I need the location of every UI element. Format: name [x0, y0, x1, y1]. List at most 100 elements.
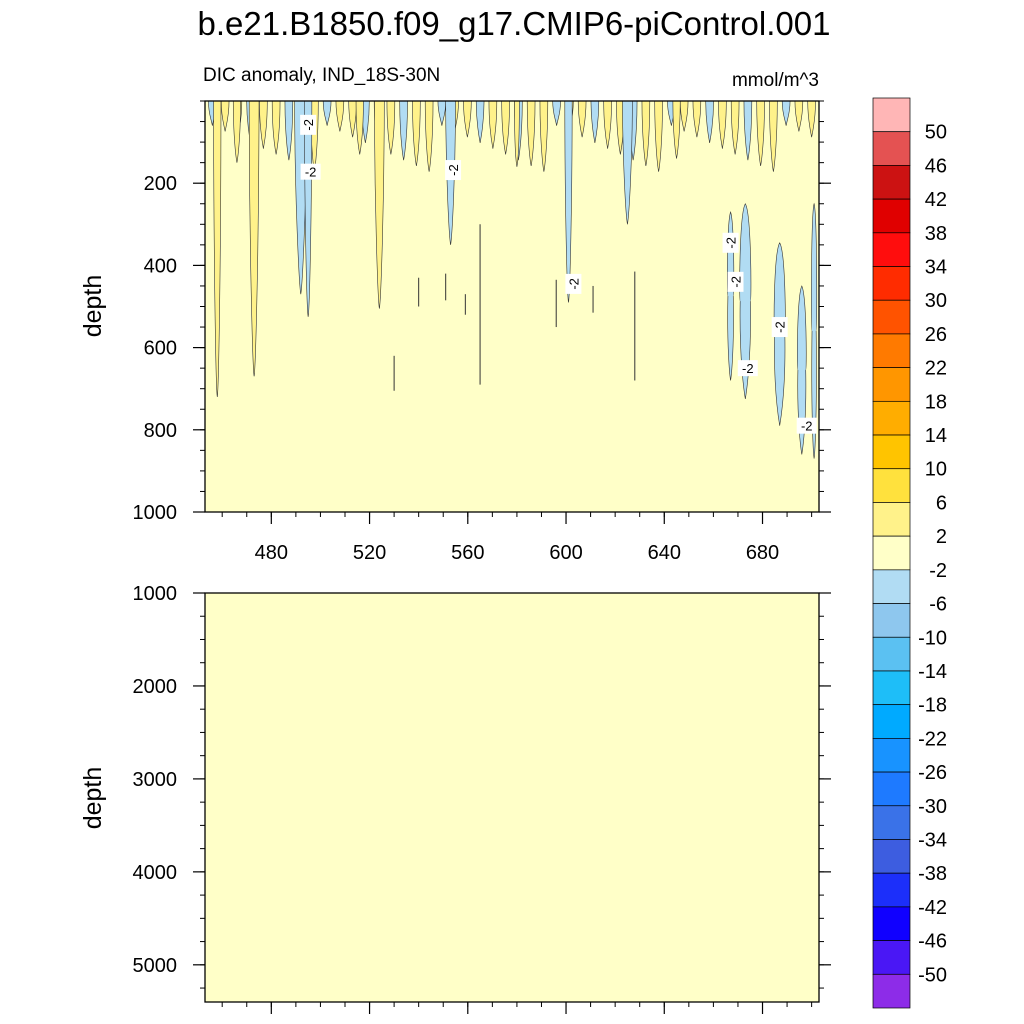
contour-fill-surface	[641, 100, 651, 166]
colorbar-level-label: -42	[918, 897, 947, 919]
colorbar-level-label: 34	[925, 257, 947, 279]
contour-label-text: -2	[742, 361, 754, 376]
colorbar-level-label: -30	[918, 796, 947, 818]
contour-fill-surface	[424, 100, 434, 172]
colorbar-level-label: -46	[918, 931, 947, 953]
colorbar-swatch	[872, 266, 911, 301]
x-tick-label: 520	[353, 542, 386, 564]
colorbar-swatch	[872, 468, 911, 503]
colorbar-swatch	[872, 97, 911, 133]
contour-fill-yellow-deep	[248, 100, 260, 377]
contour-fill-yellow-deep	[374, 100, 385, 309]
x-tick-label: 560	[451, 542, 484, 564]
contour-label: -2	[722, 232, 739, 253]
contour-fill-surface	[386, 100, 396, 155]
colorbar-level-label: -38	[918, 863, 947, 885]
contour-label: -2	[565, 273, 582, 294]
contour-fill-blue	[622, 100, 633, 225]
contour-fill-surface	[769, 100, 778, 172]
x-tick-label: 480	[255, 542, 288, 564]
contour-label-text: -2	[773, 321, 788, 333]
upper-contour-labels: -2 -2 -2 -2 -2 -2 -2 -2 -2	[300, 114, 817, 434]
contour-fill-blue-deep	[304, 100, 313, 317]
contour-fill-surface	[475, 100, 485, 143]
contour-fill-surface	[794, 100, 804, 132]
contour-label: -2	[300, 114, 317, 135]
x-tick-label: 600	[549, 542, 582, 564]
contour-label-text: -2	[305, 165, 317, 180]
y-tick-label: 200	[144, 173, 177, 195]
lower-ylabel: depth	[79, 767, 107, 830]
contour-fill-surface	[807, 100, 816, 138]
contour-fill-surface	[692, 100, 702, 138]
colorbar-swatch	[872, 738, 911, 773]
colorbar-swatch	[872, 670, 911, 706]
x-tick-label: 680	[746, 542, 779, 564]
y-tick-label: 2000	[133, 676, 178, 698]
colorbar-level-label: 30	[925, 290, 947, 312]
colorbar-level-label: 10	[925, 459, 947, 481]
colorbar-swatch	[872, 434, 911, 470]
colorbar-level-label: 46	[925, 155, 947, 177]
contour-fill-surface	[552, 100, 561, 126]
y-tick-label: 3000	[133, 769, 178, 791]
colorbar-level-label: -6	[929, 594, 947, 616]
contour-fill-surface	[220, 100, 230, 132]
contour-label: -2	[727, 271, 744, 292]
colorbar-level-label: -14	[918, 661, 947, 683]
upper-ylabel: depth	[79, 275, 107, 338]
colorbar-level-label: 22	[925, 358, 947, 380]
contour-fill-surface	[705, 100, 714, 143]
contour-fill-yellow	[355, 100, 364, 155]
colorbar-swatch	[872, 299, 911, 335]
contour-label-text: -2	[728, 276, 743, 288]
colorbar-swatch	[872, 906, 911, 941]
colorbar-swatch	[872, 232, 911, 267]
contour-fill-surface	[284, 100, 294, 161]
contour-fill-yellow	[232, 100, 241, 163]
y-tick-label: 400	[144, 255, 177, 277]
contour-label-text: -2	[301, 119, 316, 131]
upper-ticks: 200 400 600 800 1000 480 520 560 600 640 680	[133, 100, 831, 564]
contour-fill-surface	[781, 100, 791, 126]
lower-plot-area	[205, 593, 819, 1002]
colorbar-swatch	[872, 502, 911, 537]
contour-fill-yellow	[514, 100, 520, 167]
contour-fill-surface	[399, 100, 408, 161]
contour-fill-surface	[603, 100, 612, 149]
colorbar-swatch	[872, 839, 911, 874]
contour-fill-surface	[577, 100, 587, 138]
colorbar-swatch	[872, 603, 911, 638]
contour-label-text: -2	[724, 237, 739, 249]
contour-label-text: -2	[446, 164, 461, 176]
contour-fill-surface	[322, 100, 332, 126]
colorbar-swatch	[872, 165, 911, 200]
colorbar-swatch	[872, 569, 911, 604]
contour-fill-surface	[590, 100, 600, 143]
x-tick-label: 640	[648, 542, 681, 564]
colorbar-swatch	[872, 771, 911, 807]
contour-fill-surface	[271, 100, 281, 155]
contour-fill-blue-deep	[564, 100, 573, 303]
y-tick-label: 5000	[133, 955, 178, 977]
colorbar-level-label: 6	[936, 492, 947, 514]
colorbar-level-label: 50	[925, 122, 947, 144]
colorbar-swatch	[872, 704, 911, 739]
figure-title: b.e21.B1850.f09_g17.CMIP6-piControl.001	[198, 5, 831, 42]
contour-fill-surface	[526, 100, 536, 166]
y-tick-label: 1000	[133, 502, 178, 524]
contour-fill-surface	[654, 100, 663, 172]
upper-panel: -2 -2 -2 -2 -2 -2 -2 -2 -2 200 400 600 800 1000 480 52…	[79, 100, 831, 564]
contour-label: -2	[796, 417, 817, 434]
colorbar-level-label: 38	[925, 223, 947, 245]
colorbar-level-label: -50	[918, 964, 947, 986]
contour-fill-surface	[743, 100, 753, 161]
y-tick-label: 600	[144, 338, 177, 360]
contour-fill-surface	[539, 100, 549, 172]
colorbar-level-label: -10	[918, 627, 947, 649]
contour-fill-blue-deep	[797, 285, 807, 455]
colorbar-swatch	[872, 973, 911, 1009]
contour-label: -2	[300, 163, 321, 180]
contour-fill-surface	[259, 100, 268, 149]
contour-label: -2	[771, 317, 788, 338]
